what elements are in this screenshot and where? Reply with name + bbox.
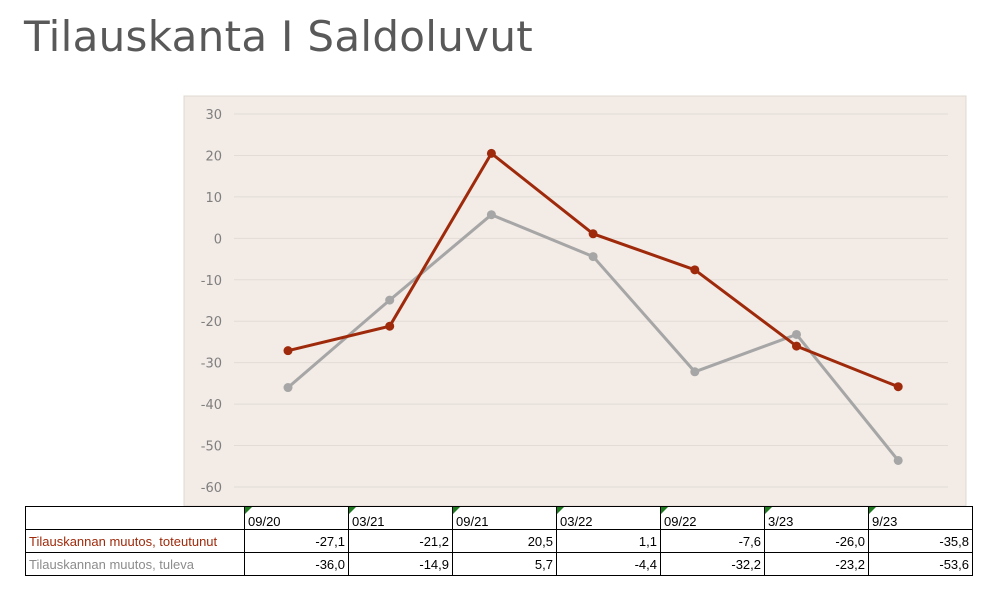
legend-label-tuleva: Tilauskannan muutos, tuleva [25,552,245,576]
data-point [283,346,293,356]
table-cell: -7,6 [660,529,765,553]
table-header-label: 9/23 [872,514,898,529]
y-tick-label: -30 [201,357,222,372]
data-point [588,229,598,239]
table-cell: -23,2 [764,552,869,576]
series-tuleva [283,210,903,465]
series-toteutunut [283,148,903,392]
table-header-cell: 3/23 [764,506,869,530]
table-cell: 20,5 [452,529,557,553]
table-cell: -36,0 [244,552,349,576]
y-tick-label: -60 [201,481,222,496]
data-point [893,382,903,392]
page-title: Tilauskanta I Saldoluvut [24,12,534,61]
data-point [690,367,700,377]
y-tick-label: 0 [214,232,222,247]
data-point [588,252,598,262]
table-cell: 1,1 [556,529,661,553]
table-row-toteutunut: Tilauskannan muutos, toteutunut -27,1 -2… [25,529,973,553]
y-axis-tick-labels: 30 20 10 0 -10 -20 -30 -40 -50 -60 [201,108,222,496]
cell-marker-icon [557,507,564,514]
data-point [792,341,801,351]
cell-marker-icon [869,507,876,514]
cell-marker-icon [245,507,252,514]
legend-label-toteutunut: Tilauskannan muutos, toteutunut [25,529,245,553]
table-cell: -21,2 [348,529,453,553]
y-tick-label: -20 [201,315,222,330]
table-header-cell: 09/22 [660,506,765,530]
table-cell: -26,0 [764,529,869,553]
y-tick-label: -40 [201,398,222,413]
table-header-label: 03/21 [352,514,385,529]
y-tick-label: 20 [205,149,222,164]
data-point [792,329,801,339]
table-header-row: 09/20 03/21 09/21 03/22 09/22 3/23 9/23 [25,506,973,530]
data-point [893,455,903,465]
data-table: 09/20 03/21 09/21 03/22 09/22 3/23 9/23 … [25,506,973,576]
data-point [283,383,293,393]
y-tick-label: -10 [201,274,222,289]
table-cell: -27,1 [244,529,349,553]
series-lines [283,148,903,465]
table-header-cell: 03/22 [556,506,661,530]
table-header-label: 09/22 [664,514,697,529]
table-header-label: 03/22 [560,514,593,529]
table-row-tuleva: Tilauskannan muutos, tuleva -36,0 -14,9 … [25,552,973,576]
cell-marker-icon [765,507,772,514]
table-header-label: 09/21 [456,514,489,529]
table-corner-cell [25,506,245,530]
table-cell: -4,4 [556,552,661,576]
cell-marker-icon [349,507,356,514]
data-point [486,148,496,158]
y-tick-label: 30 [205,108,222,123]
data-point [385,321,395,331]
table-cell: -53,6 [868,552,973,576]
cell-marker-icon [453,507,460,514]
cell-marker-icon [661,507,668,514]
table-cell: -32,2 [660,552,765,576]
table-header-label: 3/23 [768,514,794,529]
data-point [486,210,496,220]
table-header-cell: 09/21 [452,506,557,530]
table-cell: -35,8 [868,529,973,553]
table-header-cell: 09/20 [244,506,349,530]
plot-area-background [183,95,967,507]
data-point [385,295,395,305]
table-cell: 5,7 [452,552,557,576]
table-header-label: 09/20 [248,514,281,529]
y-tick-label: -50 [201,440,222,455]
table-cell: -14,9 [348,552,453,576]
data-point [690,265,700,275]
table-header-cell: 9/23 [868,506,973,530]
table-header-cell: 03/21 [348,506,453,530]
gridlines [234,113,948,488]
y-tick-label: 10 [205,191,222,206]
